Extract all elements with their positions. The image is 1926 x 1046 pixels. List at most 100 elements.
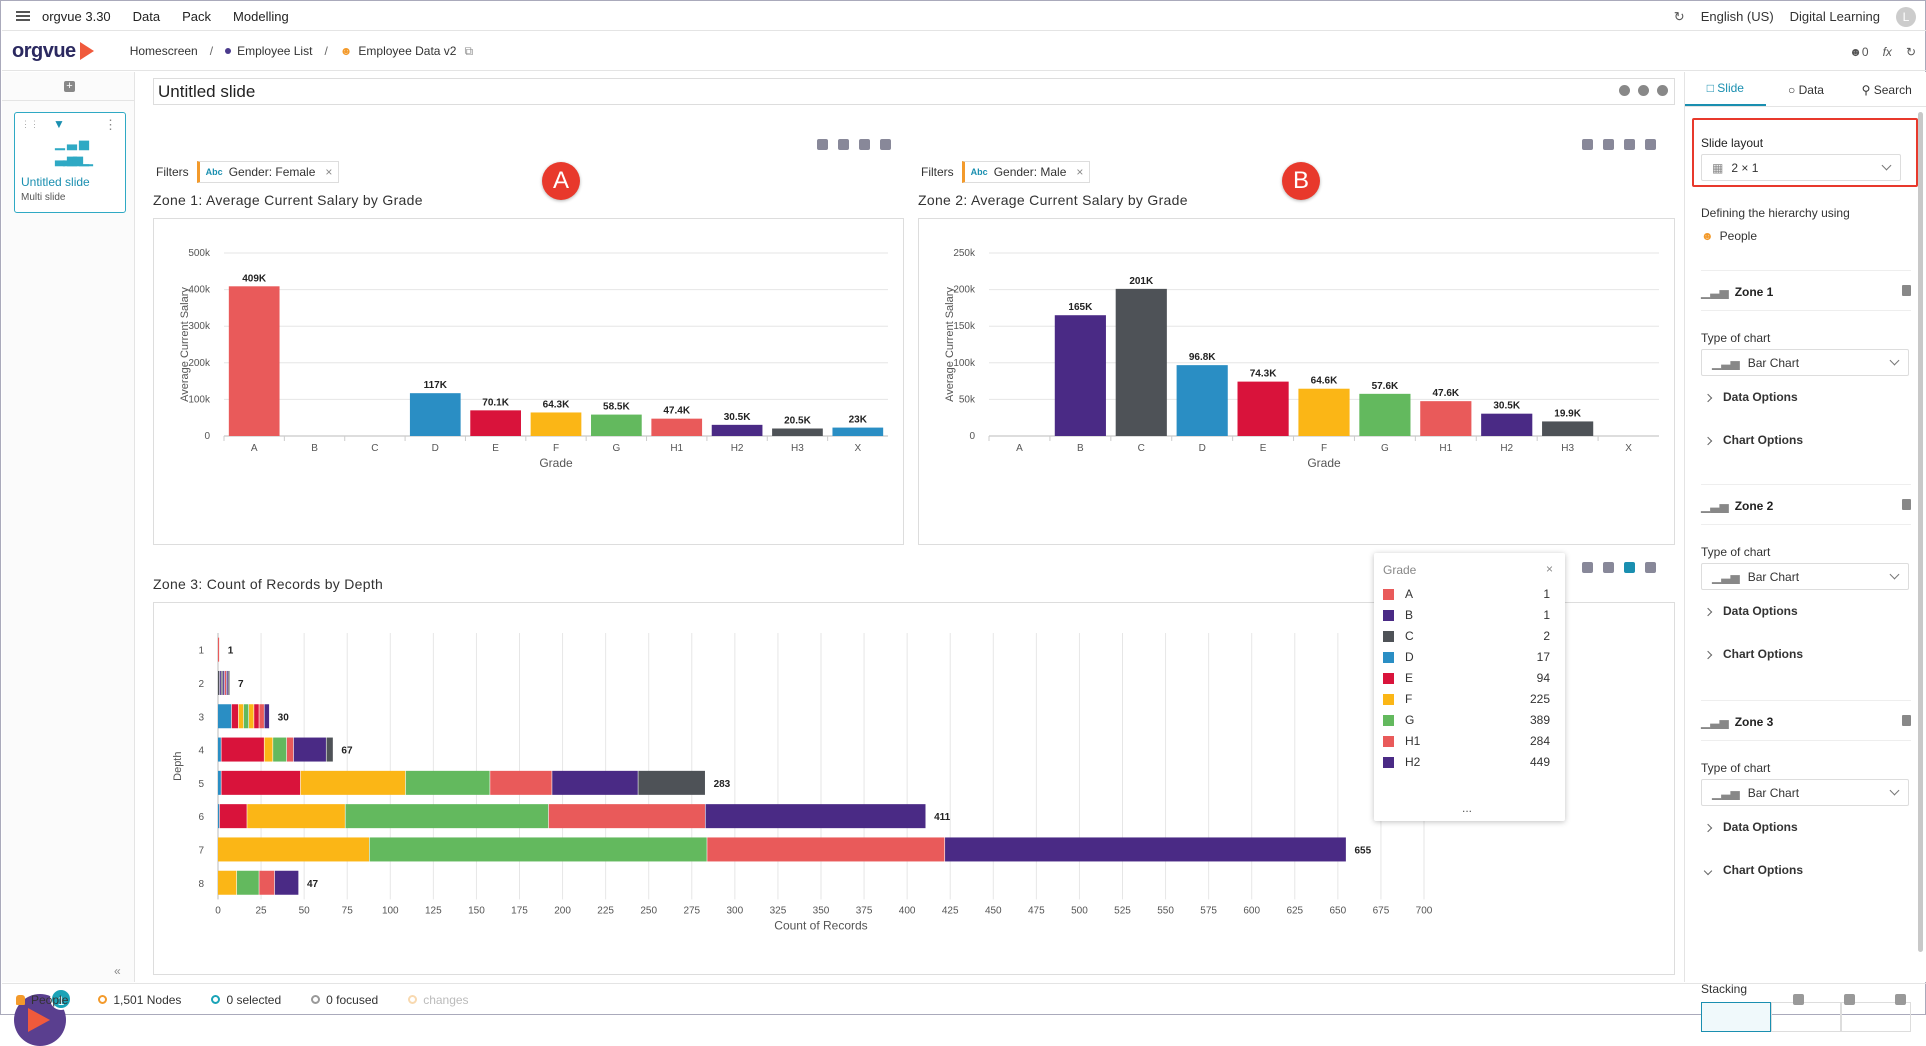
zone-header-2[interactable]: ▁▃▅ Zone 2 xyxy=(1701,499,1911,513)
changes-indicator[interactable]: changes xyxy=(408,993,469,1007)
chart-options-toggle[interactable]: Chart Options xyxy=(1703,863,1803,877)
breadcrumb-employee-data[interactable]: Employee Data v2 xyxy=(358,44,457,58)
zone2-chart[interactable]: 0 50k 100k 150k 200k 250k A 165K B 201K C 96.8K D 74.… xyxy=(918,218,1675,545)
hierarchy-value[interactable]: ☻ People xyxy=(1701,229,1757,243)
delete-zone-icon[interactable] xyxy=(1902,499,1911,510)
refresh-icon[interactable]: ↻ xyxy=(1673,8,1685,24)
bar-segment-f xyxy=(218,837,370,862)
slide-thumbnail[interactable]: ⋮⋮ ▼ ⋮ ▁▃▅ ▃▅▁ ▃▅▁ Untitled slide Multi … xyxy=(14,112,126,213)
focused-indicator[interactable]: 0 focused xyxy=(311,993,378,1007)
close-legend-icon[interactable]: × xyxy=(1545,562,1553,576)
legend-item[interactable]: H1 284 xyxy=(1383,731,1553,751)
palette-icon[interactable] xyxy=(1645,139,1656,150)
drag-handle-icon[interactable]: ⋮⋮ xyxy=(21,119,39,129)
palette-icon[interactable] xyxy=(880,139,891,150)
highlight-box xyxy=(1692,118,1918,187)
tab-data-label: Data xyxy=(1798,83,1824,97)
remove-filter-icon[interactable]: × xyxy=(1076,165,1084,179)
legend-item[interactable]: D 17 xyxy=(1383,647,1553,667)
data-options-toggle[interactable]: Data Options xyxy=(1703,390,1798,404)
status-bar: People 1,501 Nodes 0 selected 0 focused … xyxy=(2,983,1926,1015)
filter-icon[interactable] xyxy=(1582,139,1593,150)
hamburger-menu-icon[interactable] xyxy=(16,11,30,21)
x-tick-label: 150 xyxy=(468,905,485,916)
zone1-chart[interactable]: 0 100k 200k 300k 400k 500k 409K A B C 117K D 70.1K E 6… xyxy=(153,218,904,545)
comment-icon[interactable] xyxy=(1603,139,1614,150)
sync-icon[interactable]: ↻ xyxy=(1905,44,1916,59)
more-options-icon[interactable]: ⋮ xyxy=(104,117,117,132)
palette-icon[interactable] xyxy=(1645,562,1656,573)
delete-icon[interactable] xyxy=(1619,85,1630,96)
data-label: 409K xyxy=(242,273,267,284)
zone-header-1[interactable]: ▁▃▅ Zone 1 xyxy=(1701,285,1911,299)
bar-segment-b xyxy=(223,670,225,695)
menu-pack[interactable]: Pack xyxy=(182,8,212,24)
data-label: 64.6K xyxy=(1311,376,1338,387)
collapse-panel-icon[interactable]: « xyxy=(114,964,121,978)
filter-chip-gender-female[interactable]: Abc Gender: Female × xyxy=(196,161,340,183)
chart-options-toggle[interactable]: Chart Options xyxy=(1703,433,1803,447)
chart-options-toggle[interactable]: Chart Options xyxy=(1703,647,1803,661)
people-indicator[interactable]: People xyxy=(16,993,68,1007)
bar-segment-f xyxy=(218,870,237,895)
legend-icon[interactable] xyxy=(1624,139,1635,150)
confirm-icon[interactable] xyxy=(1657,85,1668,96)
legend-item[interactable]: E 94 xyxy=(1383,668,1553,688)
add-slide-button[interactable]: + xyxy=(64,81,75,92)
tab-slide[interactable]: □ Slide xyxy=(1685,81,1766,106)
tab-search[interactable]: ⚲ Search xyxy=(1846,83,1926,106)
x-tick-label: G xyxy=(1381,443,1389,454)
language-selector[interactable]: English (US) xyxy=(1700,9,1774,24)
data-options-toggle[interactable]: Data Options xyxy=(1703,820,1798,834)
filter-icon[interactable] xyxy=(817,139,828,150)
orgvue-logo[interactable]: orgvue xyxy=(12,40,94,63)
add-icon[interactable] xyxy=(1793,994,1804,1005)
legend-item[interactable]: G 389 xyxy=(1383,710,1553,730)
chart-type-select[interactable]: ▁▃▅ Bar Chart xyxy=(1701,563,1909,590)
bar-segment-g xyxy=(405,770,490,795)
bar-segment-h2 xyxy=(705,804,926,829)
people-count-icon[interactable]: ☻0 xyxy=(1849,44,1869,59)
bar-segment-h1 xyxy=(286,737,294,762)
divider xyxy=(1701,484,1911,485)
remove-filter-icon[interactable]: × xyxy=(325,165,333,179)
legend-icon[interactable] xyxy=(1624,562,1635,573)
comment-icon[interactable] xyxy=(838,139,849,150)
chart-type-select[interactable]: ▁▃▅ Bar Chart xyxy=(1701,779,1909,806)
filter-icon[interactable] xyxy=(1582,562,1593,573)
copy-icon[interactable] xyxy=(1844,994,1855,1005)
formula-icon[interactable]: fx xyxy=(1882,44,1892,59)
selected-indicator[interactable]: 0 selected xyxy=(211,993,281,1007)
close-icon[interactable] xyxy=(1638,85,1649,96)
slide-title-input[interactable]: Untitled slide xyxy=(153,78,1675,105)
filter-chip-gender-male[interactable]: Abc Gender: Male × xyxy=(961,161,1091,183)
legend-more[interactable]: ... xyxy=(1462,801,1473,815)
panel-scrollbar[interactable] xyxy=(1918,112,1923,952)
x-tick-label: H1 xyxy=(1439,443,1452,454)
menu-modelling[interactable]: Modelling xyxy=(233,8,289,24)
tab-data[interactable]: ○ Data xyxy=(1766,83,1847,106)
delete-icon[interactable] xyxy=(1895,994,1906,1005)
legend-item[interactable]: H2 449 xyxy=(1383,752,1553,772)
zone-header-3[interactable]: ▁▃▅ Zone 3 xyxy=(1701,715,1911,729)
breadcrumb-employee-list[interactable]: Employee List xyxy=(237,44,313,58)
legend-count: 225 xyxy=(1529,692,1550,706)
workspace-name[interactable]: Digital Learning xyxy=(1789,9,1880,24)
user-avatar[interactable]: L xyxy=(1896,6,1916,27)
delete-zone-icon[interactable] xyxy=(1902,715,1911,726)
legend-item[interactable]: F 225 xyxy=(1383,689,1553,709)
delete-zone-icon[interactable] xyxy=(1902,285,1911,296)
menu-data[interactable]: Data xyxy=(132,8,161,24)
comment-icon[interactable] xyxy=(1603,562,1614,573)
chart-type-select[interactable]: ▁▃▅ Bar Chart xyxy=(1701,349,1909,376)
breadcrumb-homescreen[interactable]: Homescreen xyxy=(129,44,198,58)
legend-icon[interactable] xyxy=(859,139,870,150)
open-external-icon[interactable]: ⧉ xyxy=(464,43,474,58)
nodes-indicator[interactable]: 1,501 Nodes xyxy=(98,993,181,1007)
data-options-toggle[interactable]: Data Options xyxy=(1703,604,1798,618)
x-tick-label: 600 xyxy=(1243,905,1260,916)
slide-layout-select[interactable]: ▦ 2 × 1 xyxy=(1701,154,1901,181)
